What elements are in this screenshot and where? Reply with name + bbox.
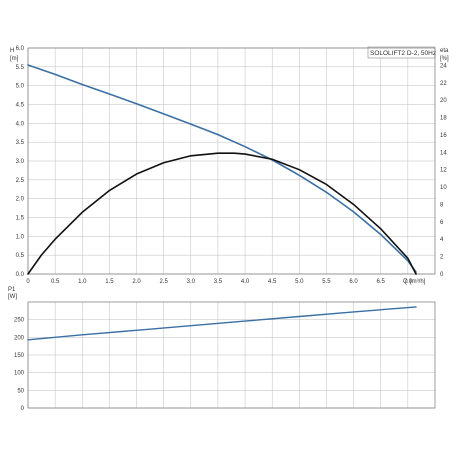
y-tick-label: 5.0	[16, 84, 25, 90]
y-tick-label: 4.0	[16, 121, 25, 127]
p1-tick-label: 250	[14, 318, 25, 324]
p1-tick-label: 200	[14, 335, 25, 341]
x-tick-label: 0	[26, 279, 30, 285]
x-tick-label: 2.0	[132, 279, 141, 285]
y-axis-title-unit: [m]	[10, 56, 19, 62]
x-tick-label: 3.5	[214, 279, 223, 285]
y2-axis-title-unit: [%]	[440, 56, 449, 62]
y2-tick-label: 8	[440, 202, 444, 208]
p1-tick-label: 50	[17, 388, 24, 394]
y2-tick-label: 18	[440, 116, 447, 122]
x-tick-label: 5.0	[295, 279, 304, 285]
y-tick-label: 0.5	[16, 253, 25, 259]
chart-title: SOLOLIFT2 D-2, 50Hz	[370, 50, 436, 57]
x-tick-label: 0.5	[51, 279, 60, 285]
p1-tick-label: 150	[14, 353, 25, 359]
x-tick-label: 3.0	[187, 279, 196, 285]
y-tick-label: 6.0	[16, 46, 25, 52]
p1-axis-title-unit: [W]	[8, 294, 17, 300]
x-tick-label: 2.5	[159, 279, 168, 285]
y2-tick-label: 12	[440, 168, 447, 174]
bottom-plot-frame	[27, 301, 436, 409]
p1-tick-label: 0	[21, 406, 25, 412]
power-curve-line	[27, 306, 417, 341]
y2-tick-label: 0	[440, 272, 444, 278]
efficiency-curve-line	[27, 152, 417, 275]
y2-tick-label: 24	[440, 63, 447, 69]
top-plot-frame	[27, 47, 436, 275]
x-tick-label: 4.0	[241, 279, 250, 285]
y-tick-label: 4.5	[16, 103, 25, 109]
y2-tick-label: 22	[440, 81, 447, 87]
x-tick-label: 5.5	[322, 279, 331, 285]
y2-tick-label: 10	[440, 185, 447, 191]
y-tick-label: 2.5	[16, 178, 25, 184]
x-tick-label: 4.5	[268, 279, 277, 285]
x-axis-title-unit: [m³/h]	[410, 279, 426, 285]
y2-tick-label: 4	[440, 237, 444, 243]
x-axis-title-name: Q	[403, 279, 408, 285]
y-tick-label: 3.0	[16, 159, 25, 165]
y-axis-title-name: H	[10, 48, 14, 54]
head-curve-line	[27, 64, 417, 273]
y2-tick-label: 14	[440, 150, 447, 156]
y2-tick-label: 20	[440, 98, 447, 104]
y-tick-label: 1.0	[16, 234, 25, 240]
x-tick-label: 1.5	[105, 279, 114, 285]
y-tick-label: 2.0	[16, 197, 25, 203]
x-tick-label: 6.5	[377, 279, 386, 285]
y-tick-label: 3.5	[16, 140, 25, 146]
y-tick-label: 0.0	[16, 272, 25, 278]
x-tick-label: 7.0	[404, 279, 413, 285]
y2-tick-label: 2	[440, 255, 444, 261]
x-tick-label: 6.0	[349, 279, 358, 285]
y-tick-label: 1.5	[16, 216, 25, 222]
y2-tick-label: 16	[440, 133, 447, 139]
y-tick-label: 5.5	[16, 65, 25, 71]
x-tick-label: 1.0	[78, 279, 87, 285]
y2-axis-title-name: eta	[440, 48, 449, 54]
p1-axis-title-name: P1	[8, 287, 16, 293]
y2-tick-label: 6	[440, 220, 444, 226]
p1-tick-label: 100	[14, 371, 25, 377]
